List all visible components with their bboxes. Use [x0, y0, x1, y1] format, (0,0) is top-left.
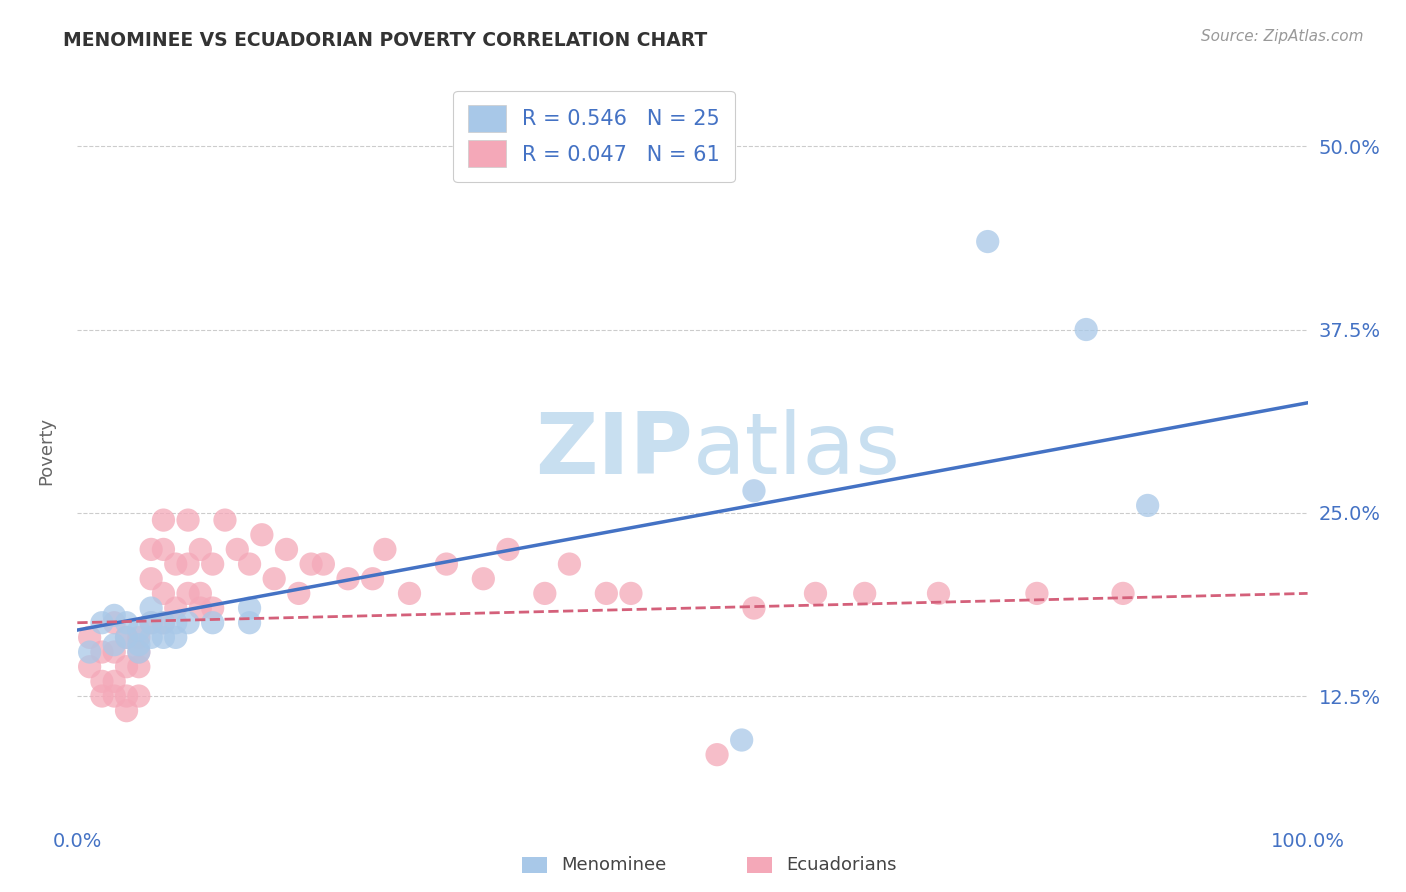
Point	[188, 586, 212, 600]
Point	[558, 557, 581, 571]
Point	[141, 572, 163, 586]
Point	[152, 615, 174, 630]
Point	[239, 601, 262, 615]
Point	[299, 557, 322, 571]
Point	[201, 615, 224, 630]
Point	[239, 615, 262, 630]
Point	[214, 513, 236, 527]
Point	[742, 601, 765, 615]
Point	[141, 615, 163, 630]
Point	[141, 615, 163, 630]
Point	[853, 586, 876, 600]
Point	[1112, 586, 1135, 600]
Text: Menominee: Menominee	[561, 856, 666, 874]
Point	[534, 586, 557, 600]
Point	[152, 631, 174, 645]
Point	[276, 542, 298, 557]
Point	[141, 542, 163, 557]
Point	[496, 542, 519, 557]
Point	[128, 623, 150, 637]
Point	[177, 586, 200, 600]
Point	[595, 586, 617, 600]
Text: atlas: atlas	[693, 409, 900, 492]
Point	[263, 572, 285, 586]
Point	[79, 631, 101, 645]
Point	[165, 615, 187, 630]
Legend: R = 0.546   N = 25, R = 0.047   N = 61: R = 0.546 N = 25, R = 0.047 N = 61	[454, 91, 734, 182]
Y-axis label: Poverty: Poverty	[37, 417, 55, 484]
Point	[90, 674, 114, 689]
Text: ZIP: ZIP	[534, 409, 693, 492]
Point	[103, 615, 125, 630]
Point	[79, 645, 101, 659]
Point	[128, 645, 150, 659]
Point	[103, 689, 125, 703]
Point	[1076, 322, 1098, 336]
Point	[177, 615, 200, 630]
Point	[128, 638, 150, 652]
Point	[188, 542, 212, 557]
Text: Source: ZipAtlas.com: Source: ZipAtlas.com	[1201, 29, 1364, 44]
Point	[361, 572, 384, 586]
Point	[239, 557, 262, 571]
Point	[177, 557, 200, 571]
Point	[128, 645, 150, 659]
Point	[977, 235, 1000, 249]
Point	[1026, 586, 1049, 600]
Point	[177, 513, 200, 527]
Point	[288, 586, 311, 600]
Point	[79, 659, 101, 673]
Point	[103, 674, 125, 689]
Point	[804, 586, 827, 600]
Point	[337, 572, 360, 586]
Point	[620, 586, 643, 600]
Point	[165, 557, 187, 571]
Point	[1136, 499, 1159, 513]
Point	[103, 645, 125, 659]
Point	[706, 747, 728, 762]
Point	[201, 557, 224, 571]
Point	[472, 572, 495, 586]
Point	[115, 704, 138, 718]
Point	[90, 645, 114, 659]
Point	[226, 542, 249, 557]
Point	[128, 631, 150, 645]
Point	[115, 615, 138, 630]
Point	[141, 601, 163, 615]
Point	[250, 528, 273, 542]
Point	[742, 483, 765, 498]
Point	[128, 689, 150, 703]
Point	[115, 631, 138, 645]
Point	[398, 586, 420, 600]
Point	[731, 733, 754, 747]
Point	[103, 638, 125, 652]
Point	[152, 513, 174, 527]
Point	[115, 659, 138, 673]
Point	[141, 631, 163, 645]
Point	[165, 631, 187, 645]
Point	[374, 542, 396, 557]
Point	[103, 608, 125, 623]
Point	[152, 586, 174, 600]
Point	[152, 542, 174, 557]
Point	[128, 659, 150, 673]
Point	[312, 557, 335, 571]
Text: Ecuadorians: Ecuadorians	[786, 856, 897, 874]
Text: MENOMINEE VS ECUADORIAN POVERTY CORRELATION CHART: MENOMINEE VS ECUADORIAN POVERTY CORRELAT…	[63, 31, 707, 50]
Point	[165, 601, 187, 615]
Point	[201, 601, 224, 615]
Point	[90, 615, 114, 630]
Point	[152, 615, 174, 630]
Point	[115, 631, 138, 645]
Point	[928, 586, 950, 600]
Point	[436, 557, 458, 571]
Point	[188, 601, 212, 615]
Point	[115, 689, 138, 703]
Point	[90, 689, 114, 703]
